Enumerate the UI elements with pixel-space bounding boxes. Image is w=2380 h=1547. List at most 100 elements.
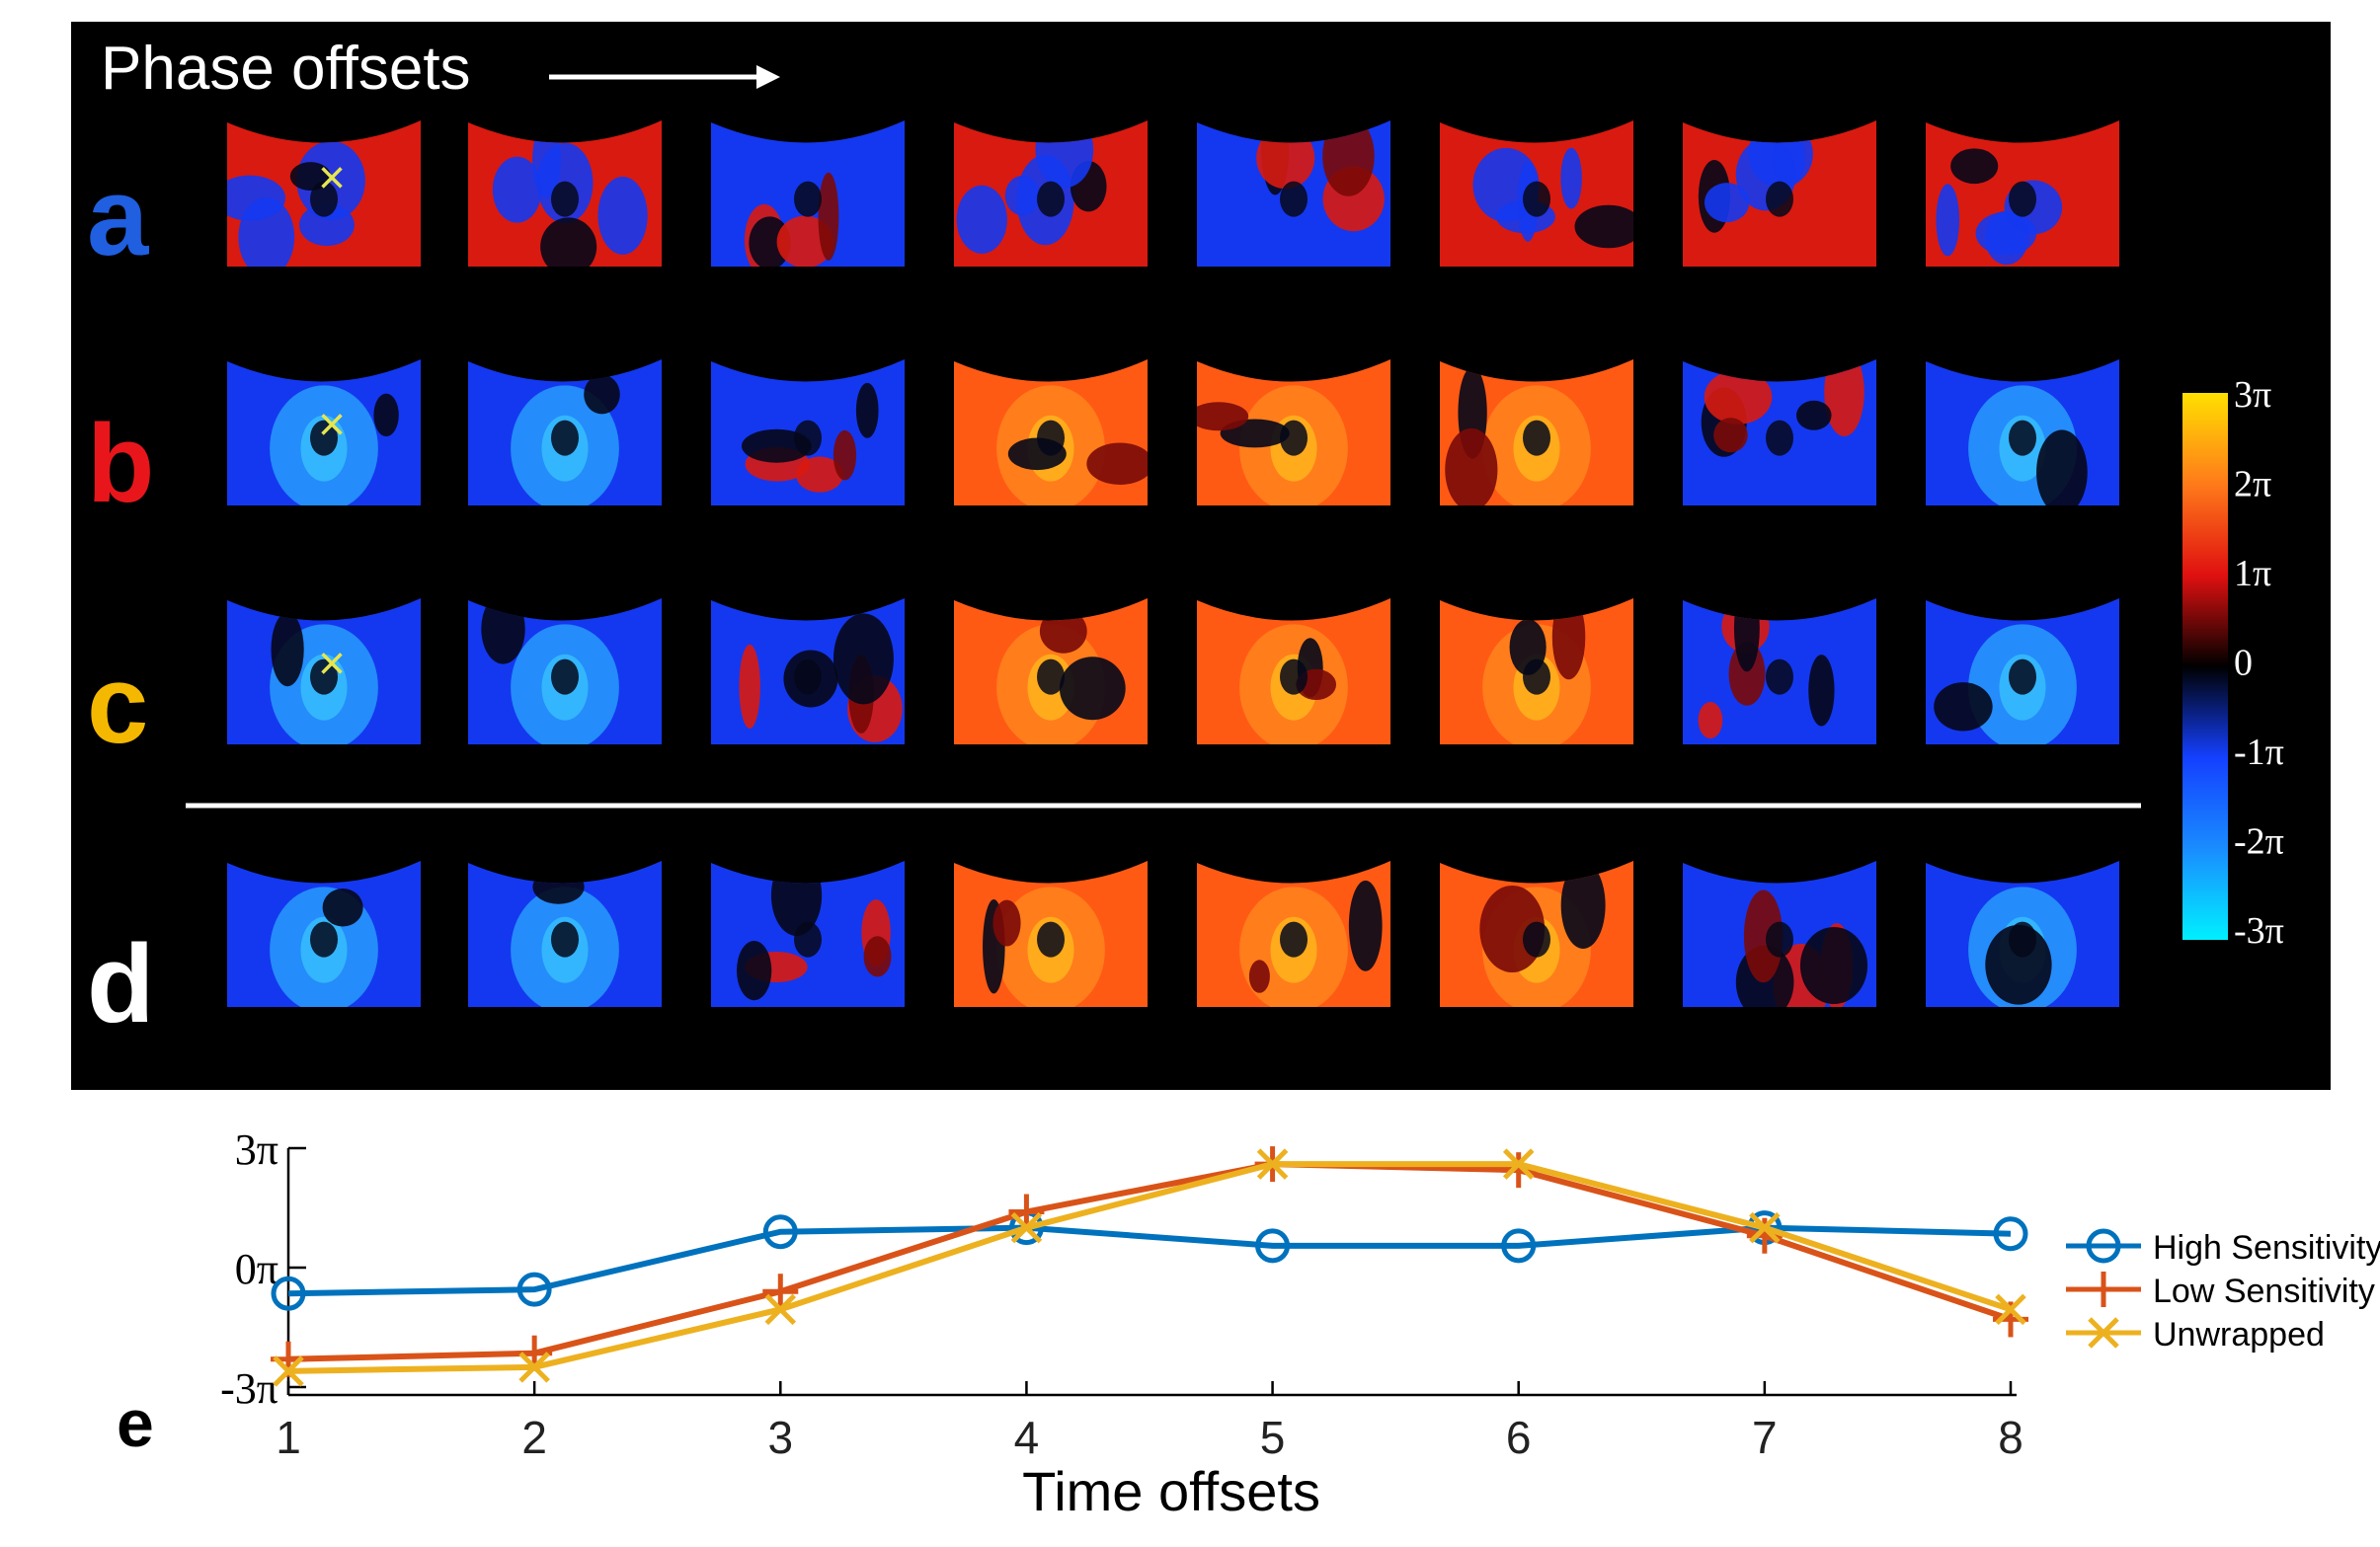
tile-r0-c5 xyxy=(1440,120,1633,267)
data-point xyxy=(1993,1216,2028,1252)
data-point xyxy=(762,1274,799,1310)
line-chart: 3π 0π -3π 1 2 3 4 5 6 7 8 Time offsets e High Sen… xyxy=(117,1125,2380,1522)
colorbar-tick-label: 3π xyxy=(2234,374,2271,416)
tile-r1-c0 xyxy=(227,359,421,505)
x-tick-label: 8 xyxy=(1998,1412,2023,1463)
legend-marker xyxy=(2088,1317,2119,1349)
tile-r3-c7 xyxy=(1926,861,2119,1007)
tile-r3-c2 xyxy=(711,861,905,1007)
colorbar-tick-label: -3π xyxy=(2234,910,2284,952)
tile-r3-c4 xyxy=(1197,861,1390,1007)
tile-r0-c0 xyxy=(227,120,421,267)
tile-r1-c4 xyxy=(1197,359,1390,505)
x-tick-label: 2 xyxy=(521,1412,547,1463)
series-group xyxy=(271,1146,2028,1387)
tile-r1-c2 xyxy=(711,359,905,505)
row-label-c: c xyxy=(87,643,148,766)
tile-r0-c4 xyxy=(1197,120,1390,267)
marker-row-c: × xyxy=(318,638,346,690)
tile-r2-c1 xyxy=(468,598,662,744)
marker-row-a: × xyxy=(318,152,346,204)
data-point xyxy=(1010,1211,1043,1244)
y-tick-label: 0π xyxy=(235,1245,278,1293)
data-point xyxy=(1255,1228,1291,1264)
data-point xyxy=(518,1352,550,1383)
data-point xyxy=(1501,1228,1537,1264)
tile-r0-c2 xyxy=(711,120,905,267)
colorbar-tick-label: 0 xyxy=(2234,643,2253,684)
marker-row-b: × xyxy=(318,399,346,451)
data-point xyxy=(1502,1148,1535,1180)
data-point xyxy=(762,1214,798,1250)
x-tick-label: 6 xyxy=(1506,1412,1532,1463)
series-high-sensitivity xyxy=(271,1210,2028,1311)
legend-item: Unwrapped xyxy=(2066,1316,2325,1354)
colorbar xyxy=(2182,393,2228,940)
tile-r3-c0 xyxy=(227,861,421,1007)
data-point xyxy=(273,1355,304,1387)
x-tick-label: 1 xyxy=(276,1412,301,1463)
tile-r2-c0 xyxy=(227,598,421,744)
row-label-a: a xyxy=(87,155,149,278)
data-point xyxy=(764,1293,797,1326)
series-low-sensitivity xyxy=(271,1146,2028,1377)
tile-r2-c5 xyxy=(1440,598,1633,744)
colorbar-tick-label: 1π xyxy=(2234,553,2271,594)
y-tick-label: -3π xyxy=(220,1364,278,1413)
tile-r0-c7 xyxy=(1926,120,2119,267)
x-ticks: 1 2 3 4 5 6 7 8 xyxy=(276,1381,2023,1463)
data-point xyxy=(1008,1194,1045,1230)
chart-legend: High Sensitivity Low Sensitivity Unwrapped xyxy=(2066,1228,2380,1354)
tile-grid xyxy=(227,120,2119,1007)
tile-r0-c3 xyxy=(954,120,1148,267)
colorbar-tick-label: 2π xyxy=(2234,464,2271,505)
tile-r2-c6 xyxy=(1683,598,1876,744)
tile-r1-c3 xyxy=(954,359,1148,505)
tile-r1-c6 xyxy=(1683,359,1876,505)
colorbar-tick-label: -1π xyxy=(2234,732,2284,773)
phase-offsets-arrow-icon xyxy=(756,65,780,89)
row-label-b: b xyxy=(87,402,154,525)
tile-r3-c6 xyxy=(1683,861,1876,1007)
legend-marker xyxy=(2086,1228,2121,1264)
tile-r3-c1 xyxy=(468,861,662,1007)
x-tick-label: 3 xyxy=(767,1412,793,1463)
series-unwrapped xyxy=(273,1148,2026,1387)
tile-r2-c2 xyxy=(711,598,905,744)
legend-item: High Sensitivity xyxy=(2066,1228,2380,1267)
legend-item: Low Sensitivity xyxy=(2066,1272,2375,1310)
colorbar-ticks: 3π 2π 1π 0 -1π -2π -3π xyxy=(2234,374,2284,952)
phase-offsets-title: Phase offsets xyxy=(101,35,471,103)
legend-marker xyxy=(2086,1272,2121,1307)
tile-r1-c1 xyxy=(468,359,662,505)
x-axis-label: Time offsets xyxy=(1022,1460,1320,1522)
data-point xyxy=(1749,1211,1781,1244)
panel-label-e: e xyxy=(117,1386,154,1461)
data-point xyxy=(1746,1217,1783,1254)
data-point xyxy=(1256,1148,1289,1180)
row-label-d: d xyxy=(87,922,154,1045)
tile-r1-c5 xyxy=(1440,359,1633,505)
series-line xyxy=(287,1224,2012,1297)
colorbar-tick-label: -2π xyxy=(2234,821,2284,863)
data-point xyxy=(271,1276,306,1311)
series-line xyxy=(287,1161,2012,1362)
x-tick-label: 7 xyxy=(1752,1412,1778,1463)
tile-r2-c3 xyxy=(954,598,1148,744)
tile-r1-c7 xyxy=(1926,359,2119,505)
data-point xyxy=(516,1272,552,1307)
y-ticks: 3π 0π -3π xyxy=(220,1125,306,1413)
tile-r2-c4 xyxy=(1197,598,1390,744)
tile-r3-c3 xyxy=(954,861,1148,1007)
legend-label: Low Sensitivity xyxy=(2153,1273,2375,1310)
legend-label: Unwrapped xyxy=(2153,1316,2325,1354)
data-point xyxy=(1995,1293,2026,1326)
legend-label: High Sensitivity xyxy=(2153,1229,2380,1267)
series-line xyxy=(287,1161,2012,1374)
y-tick-label: 3π xyxy=(235,1125,278,1174)
tile-r0-c6 xyxy=(1683,120,1876,267)
x-tick-label: 5 xyxy=(1260,1412,1286,1463)
x-tick-label: 4 xyxy=(1014,1412,1040,1463)
tile-r0-c1 xyxy=(468,120,662,267)
